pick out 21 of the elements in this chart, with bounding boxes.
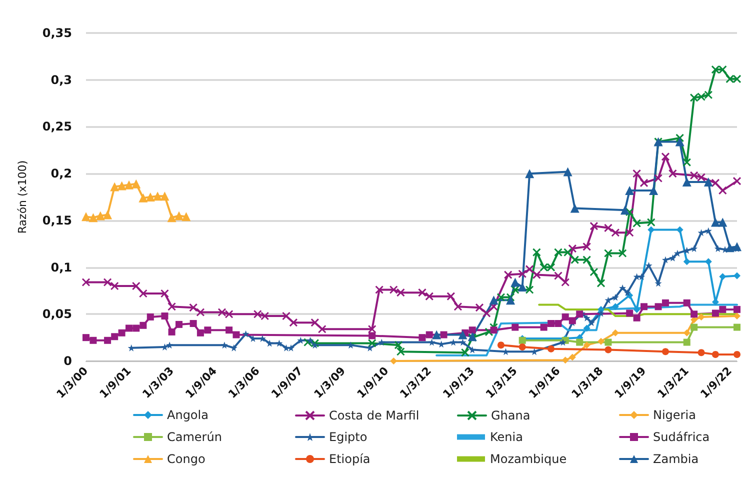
y-tick-label: 0,25	[42, 120, 72, 134]
legend-label: Congo	[167, 452, 206, 466]
legend-label: Kenia	[490, 430, 523, 444]
y-tick-label: 0,2	[50, 166, 72, 181]
legend-label: Angola	[167, 408, 208, 422]
legend-label: Etiopía	[329, 452, 370, 466]
y-tick-label: 0,3	[50, 72, 72, 87]
legend-label: Costa de Marfil	[329, 408, 420, 422]
y-tick-label: 0,35	[42, 26, 72, 40]
y-tick-label: 0,05	[42, 307, 72, 322]
y-tick-label: 0	[64, 354, 72, 368]
legend-label: Nigeria	[653, 408, 696, 422]
legend-label: Egipto	[329, 430, 368, 444]
legend-label: Zambia	[653, 452, 699, 466]
legend-label: Mozambique	[490, 452, 567, 466]
y-axis-title: Razón (x100)	[16, 160, 29, 234]
legend-label: Camerún	[167, 430, 222, 444]
legend-label: Ghana	[491, 408, 530, 422]
legend-label: Sudáfrica	[653, 430, 710, 444]
y-tick-label: 0,15	[42, 213, 72, 228]
y-tick-label: 0,1	[50, 260, 72, 274]
